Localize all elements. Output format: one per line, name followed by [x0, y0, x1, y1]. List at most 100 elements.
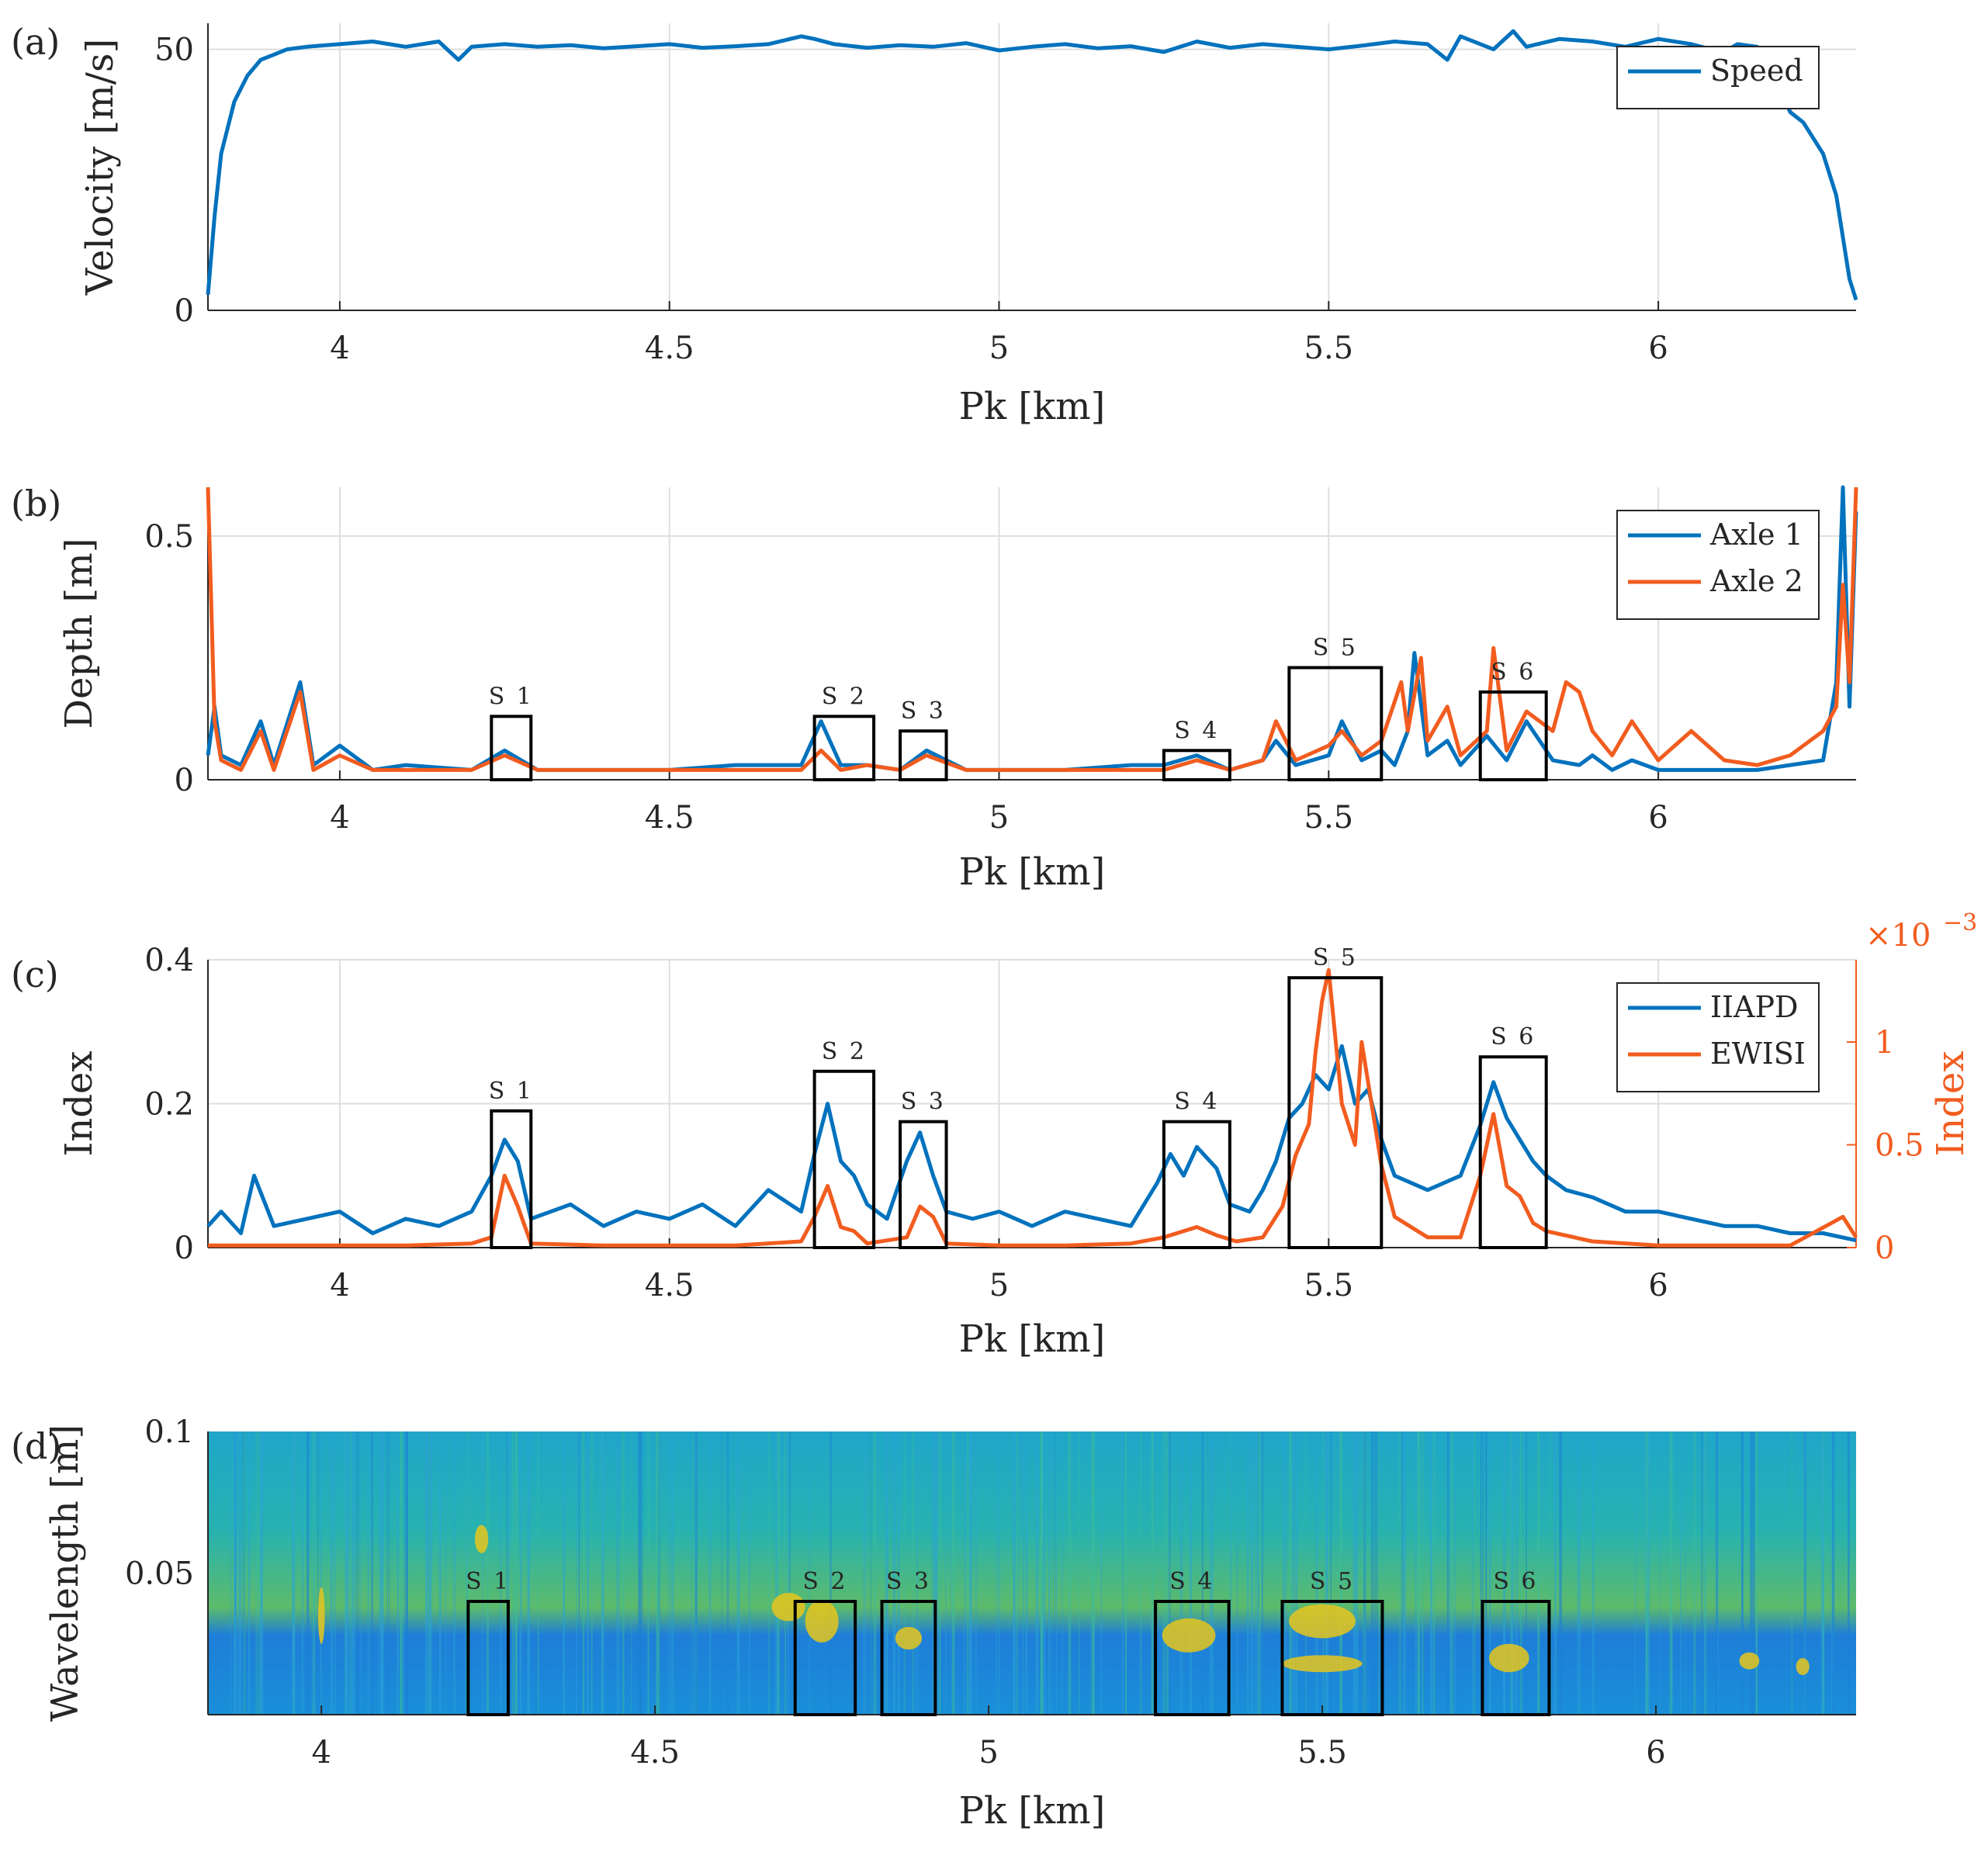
- x-tick-label: 4: [330, 1268, 349, 1303]
- heatmap-streak: [726, 1431, 729, 1715]
- heatmap-background: [208, 1431, 1856, 1715]
- region-box: [1478, 1055, 1548, 1250]
- heatmap-streak: [438, 1431, 442, 1715]
- heatmap-streak: [1121, 1431, 1124, 1715]
- heatmap-streak: [1022, 1431, 1024, 1715]
- heatmap-streak: [1482, 1431, 1484, 1715]
- series-line-axle-2: [206, 486, 1858, 772]
- heatmap-streak: [1250, 1431, 1254, 1715]
- region-box-label: S 3: [901, 698, 946, 725]
- heatmap-streak: [538, 1431, 539, 1715]
- y-axis-title: Index: [57, 1051, 101, 1156]
- heatmap-streak: [1294, 1431, 1297, 1715]
- heatmap-streak: [1062, 1431, 1063, 1715]
- heatmap-streak: [380, 1431, 384, 1715]
- heatmap-streak: [371, 1431, 373, 1715]
- heatmap-streak: [1315, 1431, 1318, 1715]
- heatmap-streak: [670, 1431, 674, 1715]
- region-box: [1478, 690, 1548, 782]
- heatmap-streak: [1559, 1431, 1562, 1715]
- y-axis-right-title: Index: [1929, 1051, 1972, 1156]
- heatmap-streak: [454, 1431, 455, 1715]
- x-tick-label: 5.5: [1304, 331, 1354, 366]
- heatmap-streak: [248, 1431, 250, 1715]
- heatmap-streak: [1325, 1431, 1328, 1715]
- heatmap-streak: [932, 1431, 933, 1715]
- x-tick-label: 5: [978, 1735, 998, 1771]
- heatmap-streak: [348, 1431, 351, 1715]
- panel-b: 4 4.5 5 5.5 6 0 0.5 Pk [km] Depth [m] S 1 S 2 S 3 S …: [57, 485, 1858, 894]
- heatmap-hotspot: [805, 1600, 839, 1643]
- region-box-label: S 2: [822, 1038, 867, 1065]
- exponent-power: −3: [1943, 909, 1977, 936]
- heatmap-streak: [428, 1431, 431, 1715]
- heatmap-streak: [1352, 1431, 1356, 1715]
- heatmap-streak: [1162, 1431, 1165, 1715]
- x-tick-label: 6: [1646, 1735, 1665, 1771]
- heatmap-streak: [1179, 1431, 1182, 1715]
- heatmap-streak: [1255, 1431, 1259, 1715]
- legend-box: [1616, 982, 1820, 1092]
- heatmap-streak: [500, 1431, 502, 1715]
- heatmap-hotspot: [895, 1626, 923, 1650]
- heatmap-streak: [506, 1431, 509, 1715]
- heatmap-streak: [1140, 1431, 1142, 1715]
- legend-label: Axle 1: [1709, 518, 1803, 552]
- heatmap-streak: [933, 1431, 937, 1715]
- heatmap-streak: [563, 1431, 566, 1715]
- region-box-label: S 4: [1169, 1568, 1214, 1595]
- heatmap-streak: [1403, 1431, 1407, 1715]
- heatmap-streak: [1070, 1431, 1072, 1715]
- heatmap-streak: [234, 1431, 236, 1715]
- heatmap-streak: [1703, 1431, 1707, 1715]
- heatmap-streak: [1257, 1431, 1259, 1715]
- region-box: [490, 1109, 533, 1250]
- heatmap-streak: [1051, 1431, 1053, 1715]
- heatmap-streak: [1591, 1431, 1595, 1715]
- heatmap-streak: [1236, 1431, 1238, 1715]
- heatmap-streak: [1446, 1431, 1449, 1715]
- heatmap-streak: [934, 1431, 938, 1715]
- x-tick-label: 5.5: [1304, 1268, 1354, 1303]
- heatmap-streak: [1704, 1431, 1706, 1715]
- heatmap-streak: [1330, 1431, 1332, 1715]
- heatmap-streak: [638, 1431, 642, 1715]
- heatmap-streak: [1339, 1431, 1342, 1715]
- region-box: [899, 729, 948, 782]
- heatmap-streak: [945, 1431, 947, 1715]
- series-line-ewisi: [208, 968, 1858, 1248]
- heatmap-streak: [998, 1431, 1001, 1715]
- heatmap-hotspot: [1282, 1655, 1363, 1673]
- heatmap-streak: [601, 1431, 603, 1715]
- x-tick-label: 6: [1648, 1268, 1668, 1303]
- heatmap-streak: [1322, 1431, 1325, 1715]
- heatmap-streak: [656, 1431, 657, 1715]
- heatmap-streak: [969, 1431, 972, 1715]
- heatmap-streak: [1450, 1431, 1453, 1715]
- heatmap-streak: [386, 1431, 388, 1715]
- x-tick-label: 5.5: [1297, 1735, 1347, 1771]
- heatmap-streak: [864, 1431, 867, 1715]
- heatmap-streak: [1430, 1431, 1432, 1715]
- region-box-label: S 1: [489, 1078, 534, 1105]
- heatmap-streak: [777, 1431, 780, 1715]
- heatmap-streak: [230, 1431, 231, 1715]
- heatmap-streak: [259, 1431, 263, 1715]
- heatmap-streak: [1090, 1431, 1093, 1715]
- exponent-label: ×10: [1865, 918, 1931, 954]
- heatmap-streak: [1803, 1431, 1806, 1715]
- heatmap-streak: [1515, 1431, 1519, 1715]
- heatmap-streak: [243, 1431, 246, 1715]
- heatmap-streak: [694, 1431, 698, 1715]
- region-box-label: S 3: [886, 1568, 931, 1595]
- heatmap-streak: [514, 1431, 518, 1715]
- heatmap-streak: [239, 1431, 242, 1715]
- heatmap-streak: [631, 1431, 632, 1715]
- heatmap-streak: [829, 1431, 832, 1715]
- heatmap-streak: [307, 1431, 310, 1715]
- heatmap-streak: [1283, 1431, 1286, 1715]
- heatmap-streak: [1013, 1431, 1016, 1715]
- legend-label: IIAPD: [1710, 990, 1799, 1024]
- heatmap-streak: [1660, 1431, 1661, 1715]
- heatmap-streak: [301, 1431, 304, 1715]
